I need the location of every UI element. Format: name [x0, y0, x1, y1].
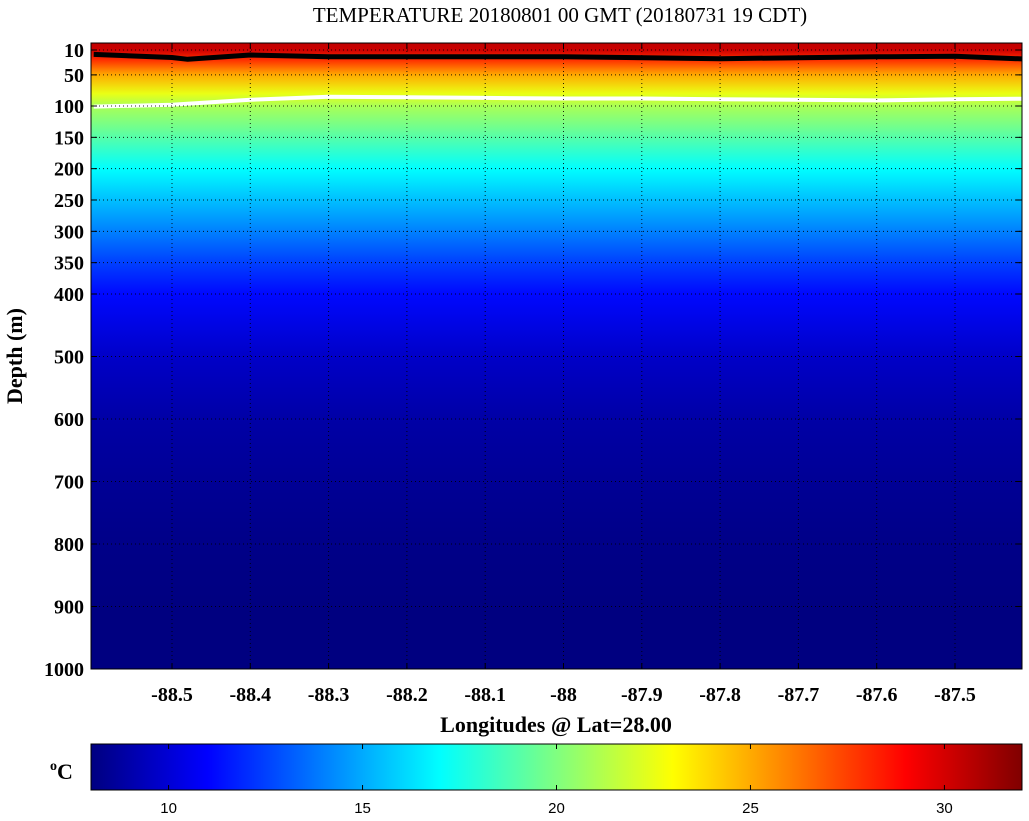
- plot-area: [90, 42, 1023, 670]
- colorbar-tick-label: 20: [548, 800, 565, 817]
- colorbar-gradient: [90, 743, 1023, 791]
- colorbar-unit-superscript: o: [50, 759, 57, 774]
- grid-lines: [91, 43, 1022, 669]
- y-tick-label: 50: [64, 65, 84, 87]
- contour-black: [93, 51, 1022, 62]
- colorbar-unit-base: C: [57, 759, 73, 784]
- colorbar: 10 15 20 25 30 oC: [50, 743, 1023, 817]
- y-tick-label: 100: [54, 96, 84, 118]
- y-tick-label: 200: [54, 159, 84, 181]
- x-tick-label: -88: [550, 684, 577, 706]
- colorbar-tick-label: 15: [354, 800, 371, 817]
- y-tick-label: 1000: [44, 659, 84, 681]
- y-axis-ticks: 10 50 100 150 200 250 300 350 400 500 600 700 800 900…: [44, 40, 1022, 681]
- y-tick-label: 10: [64, 40, 84, 62]
- x-tick-label: -87.7: [778, 684, 820, 706]
- chart-title: TEMPERATURE 20180801 00 GMT (20180731 19…: [313, 3, 807, 27]
- y-tick-label: 350: [54, 253, 84, 275]
- x-axis-ticks: -88.5 -88.4 -88.3 -88.2 -88.1 -88 -87.9 -87.8 -8…: [151, 43, 976, 706]
- x-tick-label: -87.8: [699, 684, 741, 706]
- y-tick-label: 500: [54, 347, 84, 369]
- x-tick-label: -87.5: [934, 684, 976, 706]
- colorbar-tick-label: 30: [936, 800, 953, 817]
- x-tick-label: -87.6: [856, 684, 898, 706]
- x-tick-label: -88.5: [151, 684, 193, 706]
- x-tick-label: -87.9: [621, 684, 663, 706]
- y-tick-label: 250: [54, 190, 84, 212]
- y-tick-label: 900: [54, 597, 84, 619]
- y-tick-label: 400: [54, 284, 84, 306]
- x-tick-label: -88.3: [308, 684, 350, 706]
- colorbar-tick-label: 10: [160, 800, 177, 817]
- x-tick-label: -88.4: [229, 684, 271, 706]
- y-tick-label: 150: [54, 127, 84, 149]
- y-tick-label: 300: [54, 221, 84, 243]
- x-tick-label: -88.1: [464, 684, 506, 706]
- y-tick-label: 700: [54, 472, 84, 494]
- temperature-field: [91, 43, 1022, 669]
- colorbar-tick-label: 25: [742, 800, 759, 817]
- y-tick-label: 800: [54, 534, 84, 556]
- colorbar-ticks: 10 15 20 25 30: [160, 744, 953, 817]
- x-tick-label: -88.2: [386, 684, 428, 706]
- colorbar-unit-label: oC: [50, 759, 73, 784]
- x-axis-label: Longitudes @ Lat=28.00: [440, 712, 672, 737]
- y-tick-label: 600: [54, 409, 84, 431]
- y-axis-label: Depth (m): [2, 308, 27, 404]
